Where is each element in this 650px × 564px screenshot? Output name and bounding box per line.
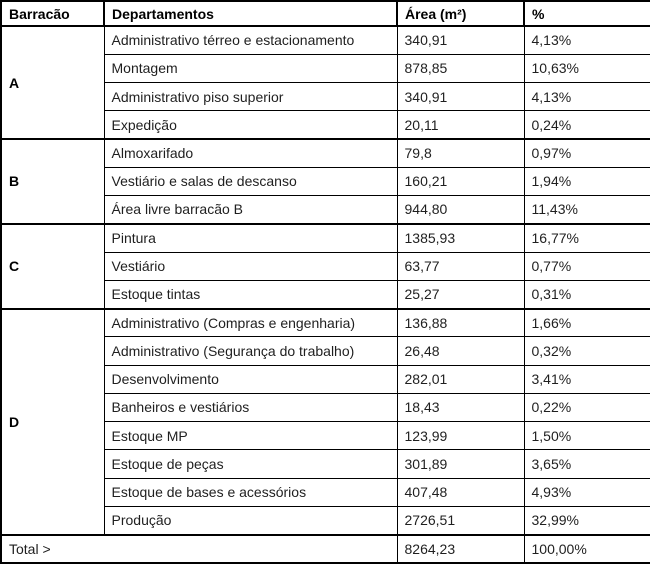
dept-cell: Administrativo (Compras e engenharia) [103,307,398,338]
pct-cell: 0,24% [523,110,650,140]
table-row: C Pintura 1385,93 16,77% [0,222,650,309]
pct-cell: 4,93% [523,477,650,507]
pct-cell: 0,22% [523,392,650,423]
total-row: Total > 8264,23 100,00% [0,533,650,564]
header-area: Área (m²) [396,0,525,27]
header-row: Barracão Departamentos Área (m²) % [0,0,650,27]
table-row: Banheiros e vestiários 18,43 0,22% [1,392,650,423]
table-row: Vestiário e salas de descanso 160,21 1,9… [1,166,650,197]
area-cell: 20,11 [396,110,525,140]
pct-cell: 4,13% [523,24,650,55]
dept-cell: Administrativo térreo e estacionamento [103,24,398,55]
area-cell: 136,88 [396,307,525,338]
table-row: Estoque de peças 301,89 3,65% [1,449,650,479]
dept-cell: Desenvolvimento [103,364,398,394]
group-label-c: C [0,222,105,309]
dept-cell: Almoxarifado [103,137,398,168]
table-row: Vestiário 63,77 0,77% [1,251,650,281]
pct-cell: 3,65% [523,449,650,479]
group-label-b: B [0,138,105,225]
dept-cell: Expedição [103,110,398,140]
pct-cell: 1,94% [523,166,650,197]
dept-cell: Área livre barracão B [103,194,398,225]
area-cell: 1385,93 [396,222,525,253]
area-cell: 123,99 [396,420,525,451]
dept-cell: Montagem [103,53,398,84]
pct-cell: 1,50% [523,420,650,451]
pct-cell: 1,66% [523,307,650,338]
dept-cell: Pintura [103,222,398,253]
table-row: Administrativo (Segurança do trabalho) 2… [1,336,650,366]
table-row: Estoque tintas 25,27 0,31% [1,279,650,310]
area-cell: 340,91 [396,81,525,112]
area-cell: 2726,51 [396,505,525,536]
table-row: Área livre barracão B 944,80 11,43% [1,194,650,225]
dept-cell: Estoque de bases e acessórios [103,477,398,507]
table-row: A Administrativo térreo e estacionamento… [0,24,650,140]
area-cell: 944,80 [396,194,525,225]
area-cell: 63,77 [396,251,525,281]
dept-cell: Administrativo piso superior [103,81,398,112]
pct-cell: 16,77% [523,222,650,253]
area-cell: 79,8 [396,137,525,168]
dept-cell: Administrativo (Segurança do trabalho) [103,336,398,366]
area-cell: 340,91 [396,24,525,55]
dept-cell: Vestiário e salas de descanso [103,166,398,197]
pct-cell: 3,41% [523,364,650,394]
pct-cell: 0,32% [523,336,650,366]
area-cell: 301,89 [396,449,525,479]
total-area-cell: 8264,23 [396,533,525,564]
dept-cell: Produção [103,505,398,536]
area-cell: 160,21 [396,166,525,197]
area-cell: 282,01 [396,364,525,394]
dept-cell: Banheiros e vestiários [103,392,398,423]
group-label-a: A [0,25,105,140]
area-cell: 26,48 [396,336,525,366]
area-cell: 25,27 [396,279,525,310]
total-pct-cell: 100,00% [523,533,650,564]
header-departamentos: Departamentos [103,0,398,27]
total-label-cell: Total > [0,533,398,564]
header-percent: % [523,0,650,27]
pct-cell: 32,99% [523,505,650,536]
dept-cell: Vestiário [103,251,398,281]
dept-cell: Estoque tintas [103,279,398,310]
dept-cell: Estoque de peças [103,449,398,479]
table-row: B Almoxarifado 79,8 0,97% [0,137,650,225]
pct-cell: 11,43% [523,194,650,225]
pct-cell: 0,77% [523,251,650,281]
pct-cell: 0,97% [523,137,650,168]
pct-cell: 10,63% [523,53,650,84]
area-cell: 407,48 [396,477,525,507]
pct-cell: 0,31% [523,279,650,310]
area-cell: 18,43 [396,392,525,423]
table-row: Expedição 20,11 0,24% [1,110,650,140]
pct-cell: 4,13% [523,81,650,112]
dept-cell: Estoque MP [103,420,398,451]
area-cell: 878,85 [396,53,525,84]
table-row: D Administrativo (Compras e engenharia) … [0,307,650,535]
group-label-d: D [0,307,105,535]
header-barracao: Barracão [0,0,105,27]
